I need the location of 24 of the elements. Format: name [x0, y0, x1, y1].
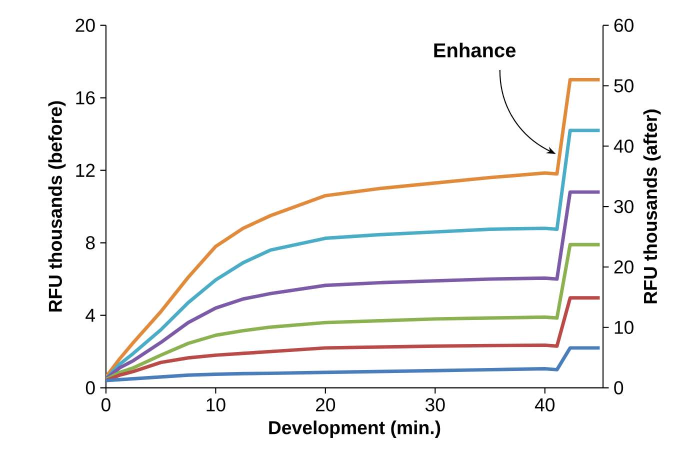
y-axis-title: RFU thousands (before): [48, 101, 66, 312]
y2-tick-label: 60: [614, 18, 634, 32]
x-tick-label: 20: [316, 398, 336, 412]
y2-tick-label: 20: [614, 260, 634, 274]
annotation: Enhance: [434, 42, 516, 58]
y2-tick-label: 10: [614, 320, 634, 334]
x-axis-title: Development (min.): [269, 420, 440, 438]
y-tick-label: 20: [76, 18, 95, 32]
x-tick-label: 10: [206, 398, 226, 412]
y-tick-label: 16: [76, 91, 95, 104]
y-tick-label: 12: [76, 164, 95, 177]
x-tick-label: 40: [534, 398, 555, 412]
line-series: [106, 242, 602, 382]
y2-tick-label: 50: [614, 79, 634, 92]
x-tick-label: 0: [101, 398, 110, 412]
y-tick-label: 8: [86, 236, 95, 250]
y2-tick-label: 30: [614, 200, 634, 214]
y2-tick-label: 0: [614, 381, 624, 394]
y-tick-label: 4: [86, 308, 95, 322]
y2-tick-label: 40: [614, 139, 634, 153]
y-tick-label: 0: [86, 381, 95, 394]
x-tick-label: 30: [425, 398, 445, 412]
line-series: [106, 78, 602, 379]
y2-axis-title: RFU thousands (after): [643, 110, 661, 304]
